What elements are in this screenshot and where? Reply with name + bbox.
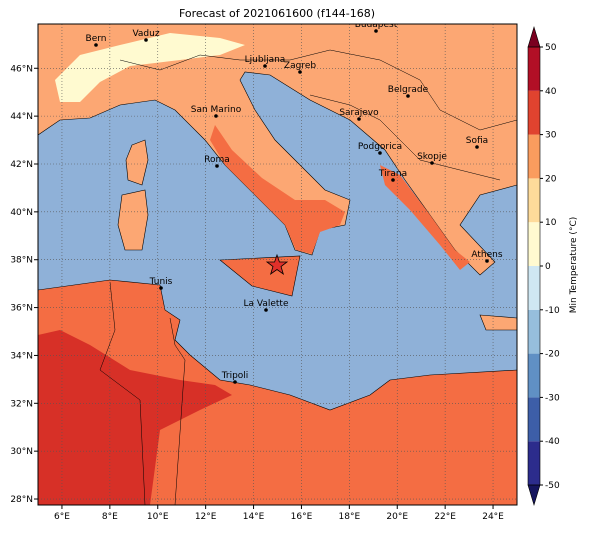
- city-dot: [391, 178, 395, 182]
- italy-warm-coast: [210, 125, 345, 254]
- y-tick-label: 34°N: [10, 351, 33, 361]
- africa-hot-zone: [38, 330, 232, 505]
- border: [99, 281, 146, 505]
- city-dot: [374, 29, 378, 33]
- city-dot: [430, 161, 434, 165]
- x-tick-label: 18°E: [339, 512, 361, 522]
- city-dot: [264, 308, 268, 312]
- x-tick-label: 12°E: [195, 512, 217, 522]
- city-label: Athens: [471, 250, 502, 260]
- y-tick-label: 46°N: [10, 64, 33, 74]
- colorbar-bin: [528, 441, 540, 485]
- colorbar-bin: [528, 90, 540, 135]
- corsica: [125, 139, 149, 186]
- city-label: Roma: [204, 155, 230, 165]
- x-tick-label: 24°E: [482, 512, 504, 522]
- colorbar-tick-label: -30: [545, 393, 560, 403]
- x-tick-label: 20°E: [386, 512, 408, 522]
- map-frame: [37, 23, 518, 506]
- city-label: Belgrade: [388, 85, 429, 95]
- city-dot: [215, 164, 219, 168]
- colorbar-bin: [528, 353, 540, 398]
- city-dot: [298, 70, 302, 74]
- event-marker: [265, 253, 289, 276]
- x-tick-label: 16°E: [291, 512, 313, 522]
- colorbar-tick-label: -20: [545, 350, 560, 360]
- colorbar-tick-label: -50: [545, 481, 560, 491]
- colorbar-over: [527, 25, 541, 48]
- border: [169, 317, 186, 505]
- colorbar-tick-label: 40: [545, 87, 557, 97]
- sardinia: [117, 189, 149, 251]
- city-dot: [406, 94, 410, 98]
- y-tick-label: 44°N: [10, 112, 33, 122]
- city-dot: [233, 380, 237, 384]
- y-tick-label: 38°N: [10, 256, 33, 266]
- city-dot: [263, 64, 267, 68]
- border: [309, 94, 501, 181]
- city-label: San Marino: [191, 105, 242, 115]
- y-tick-label: 36°N: [10, 304, 33, 314]
- colorbar-bin: [528, 397, 540, 442]
- city-label: Skopje: [417, 152, 447, 162]
- x-tick-label: 6°E: [54, 512, 70, 522]
- balkan-warm-coast: [380, 165, 470, 270]
- colorbar-under: [527, 484, 541, 507]
- city-label: Tunis: [149, 277, 173, 287]
- colorbar-bin: [528, 309, 540, 354]
- city-dot: [378, 151, 382, 155]
- city-dot: [144, 38, 148, 42]
- colorbar-tick-label: -10: [545, 306, 560, 316]
- city-dot: [94, 43, 98, 47]
- colorbar-tick-label: 10: [545, 218, 557, 228]
- land-north: [38, 24, 517, 276]
- colorbar-label: Min Temperature (°C): [569, 217, 579, 314]
- city-dot: [214, 114, 218, 118]
- city-label: Bern: [86, 34, 107, 44]
- colorbar-bin: [528, 222, 540, 266]
- city-label: Podgorica: [358, 142, 402, 152]
- y-tick-label: 30°N: [10, 447, 33, 457]
- city-label: Tirana: [378, 169, 407, 179]
- colorbar-bin: [528, 134, 540, 179]
- colorbar-tick-label: 20: [545, 174, 557, 184]
- x-tick-label: 10°E: [147, 512, 169, 522]
- colorbar-tick-label: -40: [545, 437, 560, 447]
- title: Forecast of 2021061600 (f144-168): [179, 7, 375, 20]
- colorbar-bin: [528, 178, 540, 223]
- crete: [479, 314, 517, 331]
- colorbar-tick-label: 30: [545, 131, 557, 141]
- colorbar-tick-label: 0: [545, 262, 551, 272]
- city-label: Budapest: [355, 20, 398, 30]
- border: [119, 49, 517, 131]
- city-dot: [485, 259, 489, 263]
- y-tick-label: 42°N: [10, 160, 33, 170]
- colorbar-tick-label: 50: [545, 43, 557, 53]
- x-tick-label: 14°E: [243, 512, 265, 522]
- city-label: Sarajevo: [339, 108, 379, 118]
- x-tick-label: 8°E: [102, 512, 118, 522]
- alps-cool-zone: [55, 33, 245, 102]
- city-label: Zagreb: [284, 61, 316, 71]
- city-label: Vaduz: [132, 29, 159, 39]
- y-tick-label: 28°N: [10, 495, 33, 505]
- y-tick-label: 40°N: [10, 208, 33, 218]
- city-label: Ljubljana: [245, 55, 286, 65]
- colorbar-bin: [528, 266, 540, 310]
- city-label: La Valette: [244, 299, 289, 309]
- city-label: Sofia: [466, 136, 488, 146]
- city-label: Tripoli: [221, 371, 249, 381]
- colorbar-bin: [528, 47, 540, 91]
- city-dot: [357, 117, 361, 121]
- x-tick-label: 22°E: [434, 512, 456, 522]
- y-tick-label: 32°N: [10, 399, 33, 409]
- city-dot: [475, 145, 479, 149]
- city-dot: [159, 286, 163, 290]
